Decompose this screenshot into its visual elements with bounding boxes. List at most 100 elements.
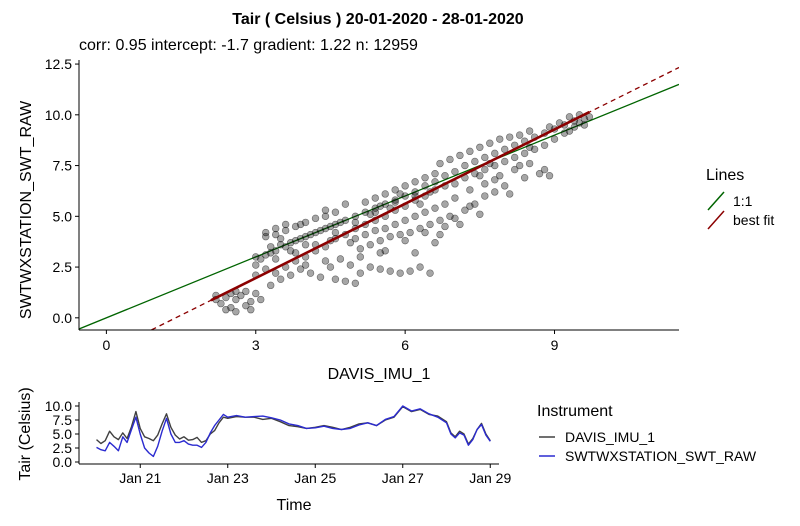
scatter-point (565, 127, 574, 135)
scatter-point (296, 234, 305, 243)
scatter-point (336, 218, 345, 227)
scatter-point (446, 155, 454, 164)
scatter-point (510, 165, 519, 174)
best-fit-solid (210, 110, 590, 302)
ts-y-tick-label: 5.0 (53, 426, 73, 442)
scatter-point (276, 241, 285, 249)
y-tick-label: 0.0 (53, 310, 73, 326)
scatter-point (351, 279, 360, 288)
scatter-point (316, 273, 325, 281)
scatter-point (431, 178, 439, 186)
scatter-point (456, 151, 464, 160)
scatter-point (545, 172, 554, 180)
scatter-point (286, 271, 295, 279)
scatter-point (276, 234, 285, 243)
scatter-point (371, 226, 379, 235)
scatter-point (411, 178, 419, 186)
scatter-point (301, 241, 310, 249)
scatter-point (565, 113, 574, 121)
scatter-point (286, 247, 295, 255)
scatter-point (510, 153, 519, 162)
scatter-point (416, 224, 424, 233)
scatter-point (481, 165, 489, 174)
scatter-point (451, 194, 459, 202)
scatter-point (580, 121, 589, 129)
scatter-point (431, 239, 439, 247)
scatter-point (421, 182, 429, 190)
scatter-point (441, 200, 449, 208)
scatter-point (257, 295, 265, 304)
scatter-point (257, 255, 265, 263)
scatter-point (391, 196, 399, 204)
scatter-point (421, 174, 429, 182)
chart-title: Tair ( Celsius ) 20-01-2020 - 28-01-2020 (232, 11, 524, 28)
scatter-point (316, 226, 325, 235)
legend-label-swt: SWTWXSTATION_SWT_RAW (565, 448, 757, 464)
scatter-point (501, 157, 509, 166)
scatter-point (301, 261, 310, 269)
scatter-point (306, 269, 315, 277)
scatter-point (416, 200, 424, 208)
y-axis-ticks: 0.0 2.5 5.0 7.5 10.0 12.5 (45, 56, 79, 326)
scatter-point (331, 228, 340, 237)
scatter-point (550, 135, 559, 143)
ts-x-axis-title: Time (277, 497, 312, 514)
scatter-point (361, 198, 370, 206)
series-line-swt (96, 405, 491, 458)
scatter-point (496, 172, 504, 180)
ts-y-tick-label: 0.0 (53, 454, 73, 470)
scatter-point (491, 149, 499, 158)
scatter-point (371, 194, 379, 202)
scatter-point (421, 228, 429, 237)
ts-y-tick-label: 7.5 (53, 412, 73, 428)
y-tick-label: 12.5 (45, 56, 72, 72)
legend-label-1to1: 1:1 (733, 193, 753, 209)
scatter-point (262, 232, 270, 241)
scatter-point (341, 277, 350, 285)
best-fit-layer (149, 66, 679, 330)
scatter-point (321, 206, 330, 214)
scatter-point (217, 299, 225, 308)
scatter-point (411, 249, 419, 257)
scatter-point (436, 216, 444, 225)
scatter-point (376, 202, 384, 210)
lines-legend: Lines 1:1 best fit (706, 167, 774, 230)
scatter-point (411, 188, 419, 196)
scatter-point (296, 220, 305, 229)
scatter-point (501, 145, 509, 154)
scatter-point (476, 210, 484, 218)
scatter-point (471, 157, 479, 166)
scatter-point (346, 261, 355, 269)
legend-label-davis: DAVIS_IMU_1 (565, 429, 655, 445)
scatter-point (391, 220, 399, 229)
scatter-point (371, 208, 379, 216)
scatter-point (232, 295, 240, 304)
x-tick-label: 0 (102, 337, 110, 353)
scatter-point (436, 159, 444, 168)
scatter-point (520, 149, 529, 158)
scatter-point (271, 230, 280, 239)
scatter-point (476, 143, 484, 151)
scatter-point (232, 308, 240, 316)
scatter-point (321, 212, 330, 221)
scatter-point (401, 182, 409, 190)
scatter-point (331, 275, 340, 283)
scatter-point (381, 190, 389, 198)
scatter-point (386, 267, 394, 275)
y-tick-label: 10.0 (45, 107, 72, 123)
scatter-point (481, 192, 489, 200)
scatter-point (416, 263, 424, 271)
scatter-point (271, 255, 280, 263)
scatter-point (237, 291, 245, 300)
scatter-point (401, 236, 409, 245)
scatter-point (376, 249, 384, 257)
scatter-point (247, 305, 255, 314)
scatter-point (461, 161, 469, 170)
scatter-point (242, 287, 250, 296)
ts-x-tick-label: Jan 27 (382, 470, 424, 486)
scatter-point (421, 208, 429, 216)
scatter-point (366, 241, 374, 249)
x-tick-label: 3 (252, 337, 260, 353)
scatter-point (481, 180, 489, 188)
